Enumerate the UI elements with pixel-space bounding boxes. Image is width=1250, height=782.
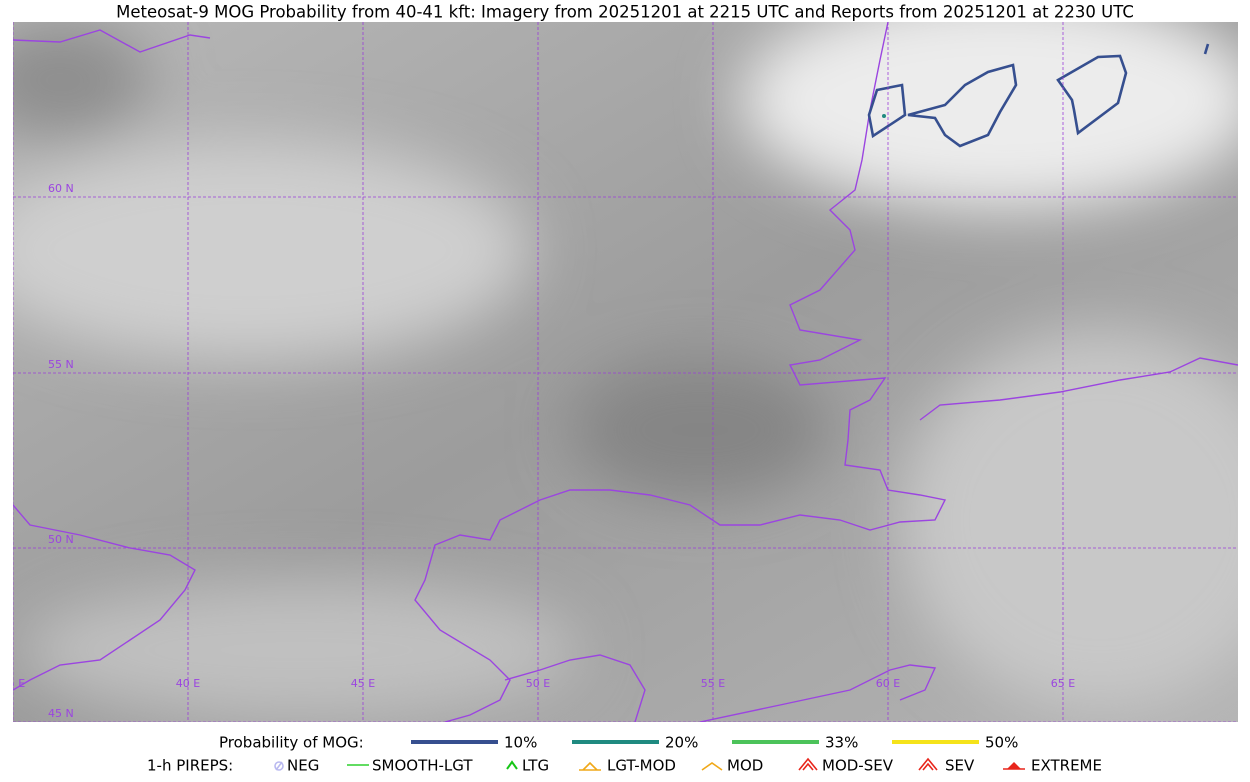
graticule: 60 N 55 N 50 N 45 N 35 E 40 E 45 E 50 E 55 E 60 E… — [1, 22, 1238, 722]
coastlines — [13, 22, 1238, 722]
legend: Probability of MOG: 10% 20% 33% 50% 1-h PIREP… — [147, 734, 1102, 775]
pirep-icon — [798, 757, 818, 771]
legend-label: 10% — [504, 734, 537, 752]
lat-label: 50 N — [48, 533, 74, 546]
pirep-icon — [275, 761, 283, 771]
legend-label: LGT-MOD — [607, 757, 676, 775]
lat-label: 60 N — [48, 182, 74, 195]
map: 60 N 55 N 50 N 45 N 35 E 40 E 45 E 50 E 55 E 60 E… — [1, 22, 1238, 722]
contour-10 — [1056, 54, 1128, 136]
legend-label: SEV — [945, 757, 975, 775]
lon-label: 60 E — [876, 677, 900, 690]
pirep-icon — [579, 761, 601, 771]
pirep-icon — [274, 761, 284, 771]
legend-label: NEG — [287, 757, 319, 775]
coastline — [919, 357, 1238, 421]
pirep-icon — [918, 757, 938, 771]
contour-20 — [882, 114, 886, 118]
lon-label: 45 E — [351, 677, 375, 690]
legend-label: MOD-SEV — [822, 757, 894, 775]
legend-label: 20% — [665, 734, 698, 752]
lon-label: 50 E — [526, 677, 550, 690]
title: Meteosat-9 MOG Probability from 40-41 kf… — [116, 3, 1134, 22]
coastline — [13, 29, 211, 53]
coastline — [504, 654, 646, 722]
contour-10 — [867, 83, 907, 139]
pirep-icon — [1007, 762, 1021, 769]
legend-title: 1-h PIREPS: — [147, 757, 233, 775]
lat-label: 45 N — [48, 707, 74, 720]
contour-10 — [1203, 43, 1210, 55]
lon-label: 55 E — [701, 677, 725, 690]
mog-contours — [867, 43, 1210, 148]
lon-label: 40 E — [176, 677, 200, 690]
lon-label: 35 E — [1, 677, 25, 690]
coastline — [699, 664, 937, 722]
legend-label: MOD — [727, 757, 763, 775]
pirep-icon — [506, 760, 518, 770]
coastline — [13, 504, 196, 691]
lat-label: 55 N — [48, 358, 74, 371]
lon-label: 65 E — [1051, 677, 1075, 690]
legend-title: Probability of MOG: — [219, 734, 364, 752]
legend-label: 33% — [825, 734, 858, 752]
legend-label: EXTREME — [1031, 757, 1102, 775]
legend-label: 50% — [985, 734, 1018, 752]
cloud-texture — [13, 22, 1238, 720]
legend-label: SMOOTH-LGT — [372, 757, 473, 775]
contour-10 — [907, 63, 1018, 148]
coastline — [414, 22, 947, 722]
pirep-icon — [701, 762, 723, 771]
legend-label: LTG — [522, 757, 549, 775]
